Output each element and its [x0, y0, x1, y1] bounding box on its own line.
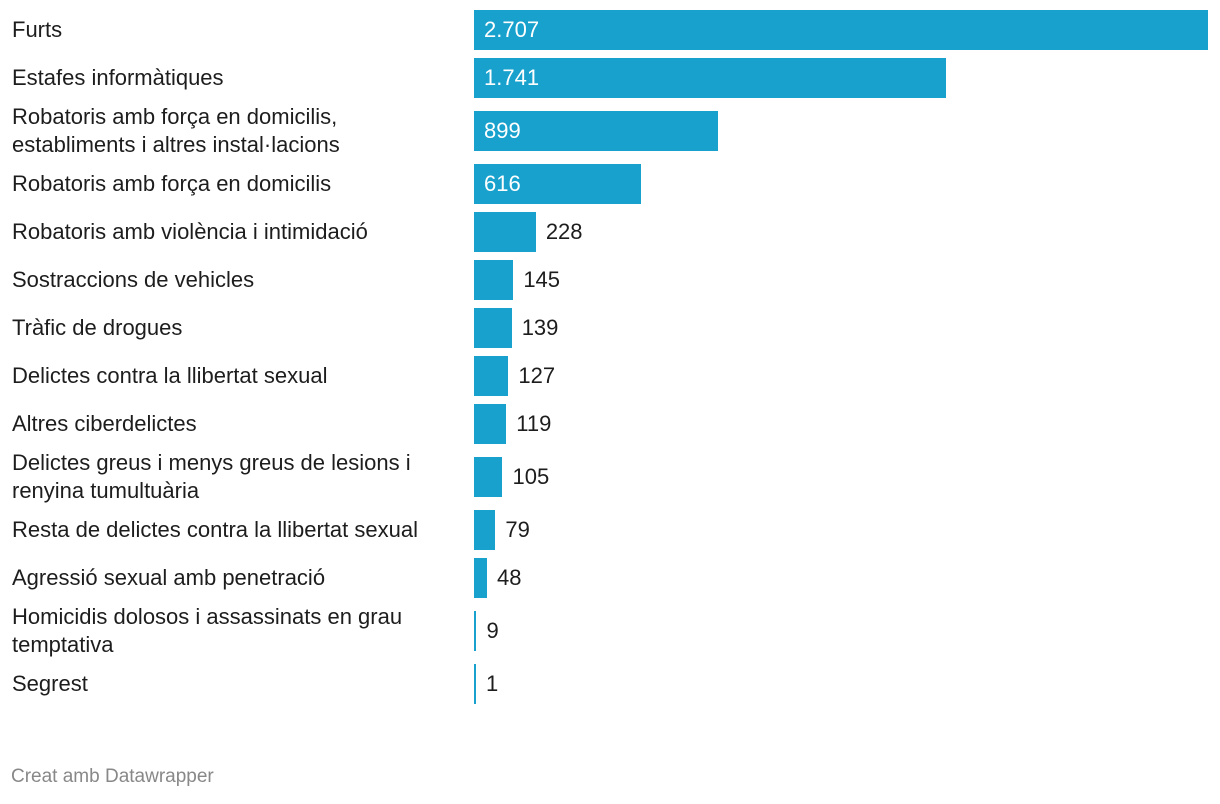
bar-row: Homicidis dolosos i assassinats en grau …: [0, 604, 1220, 664]
bar-row: Sostraccions de vehicles 145: [0, 260, 1220, 308]
bar: [474, 212, 536, 252]
bar: [474, 308, 512, 348]
bar: [474, 58, 947, 98]
bar: [474, 664, 476, 704]
value-label: 79: [505, 517, 530, 542]
bar-row: Robatoris amb força en domicilis 616: [0, 164, 1220, 212]
bar: [474, 356, 509, 396]
value-label: 119: [516, 411, 552, 436]
bar: [474, 10, 1208, 50]
category-label: Delictes contra la llibertat sexual: [12, 363, 328, 388]
value-label: 1: [486, 671, 499, 696]
category-label: Altres ciberdelictes: [12, 411, 197, 436]
bar-row: Agressió sexual amb penetració 48: [0, 558, 1220, 606]
bar-chart: Furts 2.707 Estafes informàtiques 1.741 Roba…: [0, 10, 1220, 712]
bar: [474, 164, 642, 204]
category-label: Estafes informàtiques: [12, 65, 224, 90]
value-label: 139: [521, 315, 559, 340]
bar: [474, 510, 496, 550]
value-label: 899: [484, 118, 521, 143]
value-label: 1.741: [484, 65, 540, 90]
bar-row: Altres ciberdelictes 119: [0, 404, 1220, 452]
bar: [474, 260, 514, 300]
category-label: Agressió sexual amb penetració: [12, 565, 326, 590]
value-label: 2.707: [484, 17, 540, 42]
category-label: Resta de delictes contra la llibertat se…: [12, 517, 418, 542]
bar-row: Robatoris amb força en domicilis, establ…: [0, 104, 1220, 164]
bar-row: Segrest 1: [0, 664, 1220, 712]
category-label: Delictes greus i menys greus de lesions …: [12, 450, 411, 503]
bar-row: Delictes contra la llibertat sexual 127: [0, 356, 1220, 404]
bar: [474, 611, 477, 651]
category-label: Sostraccions de vehicles: [12, 267, 255, 292]
value-label: 145: [523, 267, 561, 292]
bar-row: Estafes informàtiques 1.741: [0, 58, 1220, 106]
category-label: Segrest: [12, 671, 88, 696]
bar: [474, 404, 507, 444]
category-label: Homicidis dolosos i assassinats en grau …: [12, 604, 403, 657]
bar-row: Resta de delictes contra la llibertat se…: [0, 510, 1220, 558]
bar-row: Furts 2.707: [0, 10, 1220, 58]
bar-row: Robatoris amb violència i intimidació 228: [0, 212, 1220, 260]
value-label: 105: [512, 464, 550, 489]
value-label: 127: [518, 363, 556, 388]
datawrapper-credit: Creat amb Datawrapper: [11, 766, 214, 787]
category-label: Furts: [12, 17, 63, 42]
category-label: Robatoris amb força en domicilis, establ…: [12, 104, 340, 157]
bar-row: Delictes greus i menys greus de lesions …: [0, 450, 1220, 510]
bar: [474, 111, 718, 151]
category-label: Robatoris amb força en domicilis: [12, 171, 332, 196]
category-label: Tràfic de drogues: [12, 315, 183, 340]
value-label: 616: [484, 171, 521, 196]
bar-row: Tràfic de drogues 139: [0, 308, 1220, 356]
bar: [474, 457, 503, 497]
value-label: 228: [545, 219, 583, 244]
bar: [474, 558, 487, 598]
value-label: 48: [497, 565, 522, 590]
category-label: Robatoris amb violència i intimidació: [12, 219, 368, 244]
value-label: 9: [486, 618, 499, 643]
